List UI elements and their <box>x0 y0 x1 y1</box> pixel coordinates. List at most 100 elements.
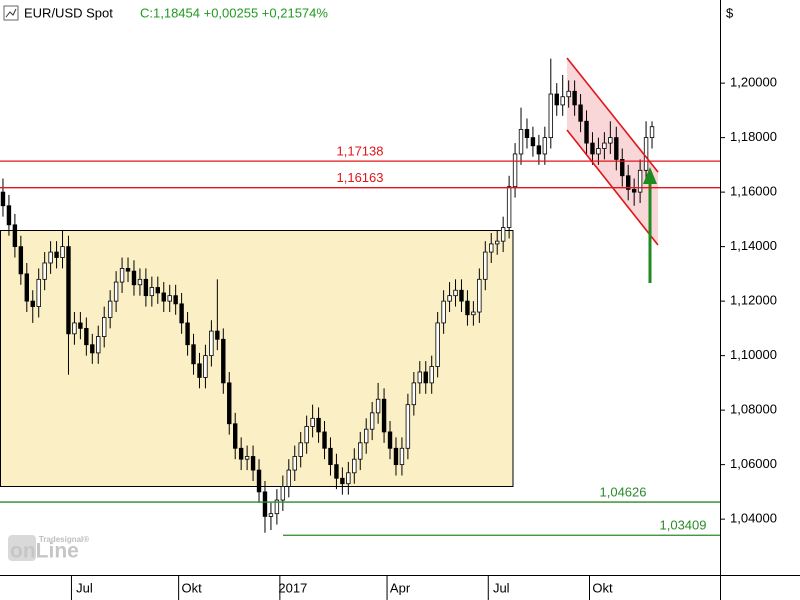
candle-body <box>191 344 196 365</box>
candle-body <box>298 442 303 457</box>
candle-body <box>286 469 291 487</box>
candle-body <box>131 270 137 286</box>
candle-body <box>554 93 559 106</box>
candle-body <box>215 330 220 340</box>
candle-body <box>173 295 178 305</box>
candle-body <box>393 447 399 466</box>
candle-body <box>387 431 393 449</box>
candle-body <box>96 336 101 354</box>
x-tick-label: Okt <box>182 580 203 595</box>
candle-body <box>60 246 65 258</box>
candle-body <box>280 486 286 501</box>
candle-body <box>0 191 6 207</box>
candle-body <box>596 148 601 155</box>
candle-body <box>113 281 119 302</box>
candle-body <box>429 366 434 384</box>
candle-body <box>578 104 583 122</box>
candle-body <box>483 251 488 280</box>
arrow-head <box>643 167 657 184</box>
candle-body <box>572 90 577 106</box>
candle-body <box>512 153 518 188</box>
candle-body <box>405 404 411 449</box>
candle-body <box>24 273 29 302</box>
watermark-product: onLine <box>10 540 79 563</box>
candle-body <box>66 246 71 335</box>
candle-body <box>471 311 476 316</box>
candle-body <box>518 129 524 155</box>
y-tick-label: 1,18000 <box>730 129 777 144</box>
x-tick-label: 2017 <box>278 580 307 595</box>
candle-body <box>238 447 244 460</box>
candle-body <box>453 289 458 297</box>
candle-body <box>310 417 315 427</box>
level-label: 1,16163 <box>337 170 384 185</box>
y-tick-label: 1,14000 <box>730 238 777 253</box>
candle-body <box>584 120 589 144</box>
candle-body <box>375 398 381 414</box>
candle-body <box>203 355 208 378</box>
candle-body <box>161 292 166 302</box>
candle-body <box>346 472 351 485</box>
level-label: 1,04626 <box>600 485 647 500</box>
candle-body <box>30 300 35 307</box>
chart-title: EUR/USD Spot <box>24 5 113 20</box>
candle-body <box>149 287 155 297</box>
candle-body <box>542 137 548 155</box>
candle-body <box>590 142 595 155</box>
candle-body <box>209 330 214 357</box>
candle-body <box>447 295 452 302</box>
x-tick-label: Jul <box>493 580 510 595</box>
candle-body <box>268 513 274 517</box>
candle-body <box>334 464 339 479</box>
candle-body <box>292 456 297 471</box>
candle-body <box>364 428 369 444</box>
watermark-brand: Tradesignal® <box>39 535 89 544</box>
candle-body <box>107 300 113 318</box>
y-unit: $ <box>726 5 734 20</box>
candle-body <box>155 287 160 294</box>
candle-body <box>548 93 553 139</box>
candle-body <box>36 278 41 307</box>
quote: C:1,18454 +0,00255 +0,21574% <box>140 5 328 20</box>
icon-frame <box>3 5 19 21</box>
candle-body <box>328 447 333 466</box>
candle-body <box>12 224 18 248</box>
candle-body <box>125 268 131 272</box>
candles <box>0 58 655 533</box>
candle-body <box>649 126 655 139</box>
candle-body <box>185 322 190 346</box>
candle-body <box>233 423 238 449</box>
candle-body <box>143 278 149 297</box>
candle-body <box>530 137 536 147</box>
watermark: Tradesignal® onLine <box>8 535 89 563</box>
candle-body <box>54 251 59 258</box>
level-label: 1,17138 <box>337 144 384 159</box>
candle-body <box>631 188 637 193</box>
candle-body <box>626 175 631 190</box>
candle-body <box>221 338 226 384</box>
candle-body <box>500 227 506 242</box>
candle-body <box>90 344 95 354</box>
channel-line <box>566 57 659 173</box>
candle-body <box>566 90 571 98</box>
candle-body <box>322 431 327 449</box>
candle-body <box>411 382 417 406</box>
icon-line <box>5 8 17 18</box>
candle-body <box>18 246 24 275</box>
watermark-badge <box>8 535 36 561</box>
candle-body <box>614 137 619 160</box>
candle-body <box>381 398 387 433</box>
y-tick-label: 1,04000 <box>730 511 777 526</box>
candle-body <box>477 278 482 313</box>
candle-body <box>304 426 309 444</box>
candle-body <box>495 240 500 245</box>
candle-body <box>417 371 422 384</box>
x-tick-label: Okt <box>592 580 613 595</box>
candle-body <box>352 458 357 474</box>
candle-body <box>227 382 232 425</box>
candle-body <box>119 268 125 283</box>
candle-body <box>137 278 143 286</box>
candle-body <box>369 412 375 430</box>
candle-body <box>256 469 262 493</box>
